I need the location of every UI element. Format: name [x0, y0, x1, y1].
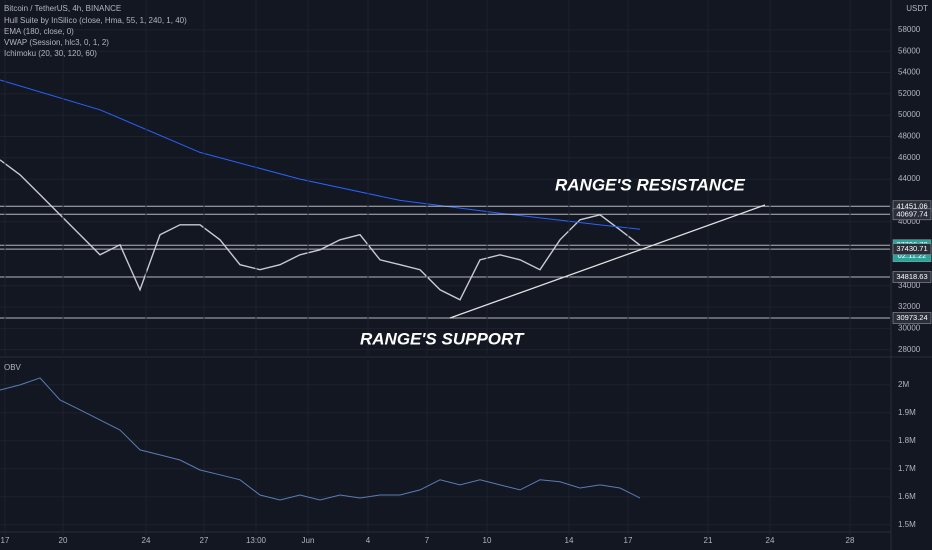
chart-title: Bitcoin / TetherUS, 4h, BINANCE [4, 4, 121, 13]
x-tick-label: 4 [366, 536, 371, 545]
y-tick-label: 48000 [898, 132, 921, 141]
x-tick-label: Jun [302, 536, 315, 545]
y-tick-label: 54000 [898, 68, 921, 77]
legend-entry: Ichimoku (20, 30, 120, 60) [4, 49, 97, 58]
annotation: RANGE'S RESISTANCE [555, 175, 745, 194]
x-tick-label: 17 [1, 536, 10, 545]
currency-label: USDT [906, 4, 928, 13]
x-tick-label: 24 [766, 536, 775, 545]
y-tick-label: 32000 [898, 302, 921, 311]
legend-entry: Hull Suite by InSilico (close, Hma, 55, … [4, 16, 187, 25]
x-tick-label: 21 [704, 536, 713, 545]
y-tick-label: 40000 [898, 217, 921, 226]
countdown: 02:11:22 [898, 251, 927, 260]
y-tick-label: 44000 [898, 174, 921, 183]
y-tick-label: 46000 [898, 153, 921, 162]
y-tick-label: 58000 [898, 25, 921, 34]
y-tick-label: 28000 [898, 345, 921, 354]
y-tick-label: 50000 [898, 110, 921, 119]
series-line [0, 377, 641, 501]
y-tick-label: 56000 [898, 46, 921, 55]
x-tick-label: 14 [565, 536, 574, 545]
x-tick-label: 7 [425, 536, 430, 545]
price-label-box [892, 243, 932, 255]
trend-line [449, 204, 766, 319]
legend-entry: VWAP (Session, hlc3, 0, 1, 2) [4, 38, 109, 47]
y-tick-label: 34000 [898, 281, 921, 290]
price-label-box [892, 208, 932, 221]
pane-title: OBV [4, 363, 22, 372]
x-tick-label: 20 [59, 536, 68, 545]
x-tick-label: 27 [200, 536, 209, 545]
price-label: 37430.71 [896, 244, 927, 253]
y-tick-label: 30000 [898, 323, 921, 332]
x-tick-label: 13:00 [246, 536, 267, 545]
price-label: 34818.63 [896, 272, 927, 281]
x-tick-label: 28 [846, 536, 855, 545]
annotation: RANGE'S SUPPORT [360, 329, 525, 348]
plot-layer [0, 0, 890, 535]
y-tick-label: 1.5M [898, 520, 916, 529]
x-tick-label: 24 [142, 536, 151, 545]
price-label-box [892, 312, 932, 324]
price-label: 40697.74 [896, 209, 927, 218]
y-tick-label: 1.8M [898, 436, 916, 445]
y-tick-label: 2M [898, 380, 909, 389]
price-label-box [892, 271, 932, 283]
legend-entry: EMA (180, close, 0) [4, 27, 74, 36]
y-tick-label: 1.7M [898, 464, 916, 473]
y-tick-label: 1.6M [898, 492, 916, 501]
series-line [0, 159, 641, 301]
series-line [0, 79, 641, 230]
x-tick-label: 17 [624, 536, 633, 545]
x-tick-label: 10 [483, 536, 492, 545]
price-label: 41451.06 [896, 201, 927, 210]
y-tick-label: 52000 [898, 89, 921, 98]
y-tick-label: 1.9M [898, 408, 916, 417]
price-label: 30973.24 [896, 313, 927, 322]
